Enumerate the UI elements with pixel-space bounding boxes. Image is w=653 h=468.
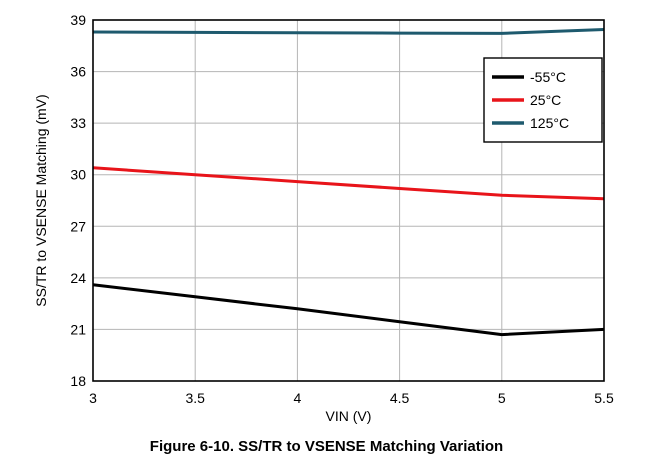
- chart: 3 3.5 4 4.5 5 5.5 18 21 24 27 30 33 36 39 VIN (V) SS/…: [33, 12, 614, 424]
- legend-label: -55°C: [530, 69, 566, 85]
- x-tick-label: 3.5: [185, 390, 205, 406]
- series-line-1: [92, 166, 605, 201]
- y-tick-label: 39: [70, 12, 86, 28]
- x-tick-label: 4.5: [390, 390, 410, 406]
- x-tick-label: 4: [294, 390, 302, 406]
- x-tick-label: 5: [498, 390, 506, 406]
- y-tick-label: 18: [70, 373, 86, 389]
- y-tick-label: 21: [70, 321, 86, 337]
- y-tick-label: 30: [70, 167, 86, 183]
- figure-caption: Figure 6-10. SS/TR to VSENSE Matching Va…: [149, 438, 504, 455]
- series-line-2: [92, 28, 605, 35]
- y-axis-label: SS/TR to VSENSE Matching (mV): [33, 94, 49, 306]
- y-tick-label: 27: [70, 218, 86, 234]
- series-layer: [92, 28, 605, 337]
- x-tick-label: 3: [89, 390, 97, 406]
- tick-labels: 3 3.5 4 4.5 5 5.5 18 21 24 27 30 33 36 39: [70, 12, 614, 406]
- x-tick-label: 5.5: [594, 390, 614, 406]
- legend: -55°C 25°C 125°C: [483, 57, 603, 143]
- legend-label: 25°C: [530, 92, 561, 108]
- y-tick-label: 36: [70, 64, 86, 80]
- series-line-0: [92, 283, 605, 337]
- y-tick-label: 24: [70, 270, 86, 286]
- plot-frame: [92, 19, 605, 382]
- legend-label: 125°C: [530, 115, 569, 131]
- y-tick-label: 33: [70, 115, 86, 131]
- x-axis-label: VIN (V): [326, 408, 372, 424]
